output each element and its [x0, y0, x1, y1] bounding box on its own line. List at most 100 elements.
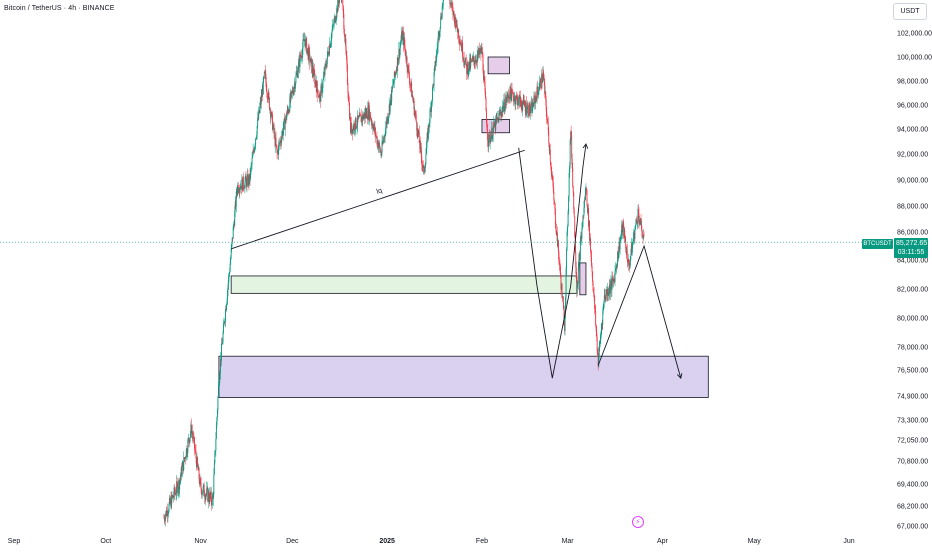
candle-body	[164, 520, 166, 522]
candle-body	[556, 232, 558, 235]
candle-body	[595, 325, 597, 331]
price-tick-label: 102,000.00	[897, 31, 932, 38]
candle-body	[378, 142, 380, 146]
candle-body	[399, 44, 401, 48]
candle-body	[332, 24, 334, 26]
candle-body	[256, 125, 258, 136]
price-axis[interactable]: 102,000.00 100,000.00 98,000.00 96,000.00 94…	[897, 31, 932, 531]
time-tick-label: Sep	[8, 538, 21, 545]
candle-body	[314, 73, 316, 84]
currency-button[interactable]: USDT	[893, 3, 927, 20]
candle-body	[450, 2, 452, 5]
candle-body	[620, 233, 622, 237]
candle-body	[593, 292, 595, 297]
candle-body	[616, 264, 617, 269]
candle-body	[478, 48, 480, 55]
candle-body	[266, 93, 268, 99]
candle-body	[202, 486, 204, 493]
candle-body	[189, 437, 191, 443]
symbol-title[interactable]: Bitcoin / TetherUS · 4h · BINANCE	[4, 5, 115, 12]
candle-body	[301, 55, 302, 58]
candle-body	[622, 222, 624, 224]
candle-body	[481, 47, 482, 54]
candle-body	[224, 322, 225, 324]
candle-body	[327, 51, 329, 53]
candle-body	[307, 48, 309, 49]
candle-body	[166, 510, 168, 516]
candle-body	[515, 95, 517, 102]
candle-body	[540, 87, 542, 89]
candle-body	[628, 262, 630, 265]
candle-body	[244, 181, 246, 189]
candle-body	[457, 29, 459, 33]
candle-body	[623, 223, 625, 237]
candle-body	[461, 44, 463, 51]
candle-body	[590, 238, 591, 251]
candle-body	[504, 102, 506, 110]
candle-body	[472, 58, 474, 59]
candle-body	[609, 284, 611, 294]
candle-body	[367, 107, 369, 119]
candle-body	[299, 58, 300, 68]
candle-body	[500, 112, 502, 115]
candle-body	[458, 37, 460, 41]
candle-body	[423, 165, 425, 168]
candle-body	[497, 117, 499, 119]
candle-body	[564, 325, 565, 332]
candle-body	[453, 15, 455, 24]
candle-body	[555, 229, 557, 235]
candle-body	[436, 48, 438, 51]
candle-body	[305, 38, 307, 40]
candle-body	[398, 49, 400, 60]
candle-body	[515, 101, 517, 105]
candle-body	[537, 91, 539, 95]
candle-body	[571, 135, 573, 159]
candle-body	[469, 58, 471, 70]
candle-body	[217, 397, 219, 411]
candle-body	[311, 58, 313, 73]
candle-body	[217, 385, 219, 398]
candle-body	[369, 112, 371, 120]
candle-body	[614, 278, 615, 283]
candle-body	[276, 147, 278, 153]
candle-body	[193, 436, 195, 438]
candle-body	[612, 279, 614, 281]
candle-body	[565, 296, 567, 312]
candle-body	[182, 461, 184, 467]
candle-body	[244, 175, 246, 182]
candle-body	[589, 238, 591, 241]
candle-body	[455, 17, 456, 28]
candle-body	[552, 182, 554, 192]
candle-body	[598, 357, 600, 367]
candle-body	[195, 450, 197, 459]
time-tick-label: Oct	[100, 538, 111, 545]
candle-body	[331, 33, 333, 41]
time-tick-label: Mar	[562, 538, 575, 545]
candle-body	[436, 50, 438, 60]
candle-body	[308, 48, 310, 52]
candle-body	[501, 106, 503, 111]
candle-body	[238, 191, 240, 193]
candle-body	[370, 118, 372, 120]
time-axis[interactable]: Sep Oct Nov Dec 2025 Feb Mar Apr May Jun	[8, 538, 855, 545]
candle-body	[635, 219, 637, 221]
candle-body	[602, 310, 604, 325]
candle-body	[561, 284, 562, 290]
candle-body	[304, 39, 306, 42]
candle-body	[356, 125, 358, 128]
candle-body	[286, 115, 288, 120]
lightning-icon[interactable]: ⚡	[632, 516, 644, 528]
candle-body	[277, 150, 279, 153]
candle-body	[182, 461, 184, 471]
candle-body	[353, 123, 355, 130]
candle-body	[624, 237, 626, 242]
candle-body	[275, 137, 276, 147]
candle-body	[454, 17, 456, 24]
candle-body	[369, 112, 371, 119]
candle-body	[438, 31, 440, 37]
candle-body	[173, 487, 175, 497]
candle-body	[346, 64, 348, 84]
candle-body	[485, 91, 486, 99]
